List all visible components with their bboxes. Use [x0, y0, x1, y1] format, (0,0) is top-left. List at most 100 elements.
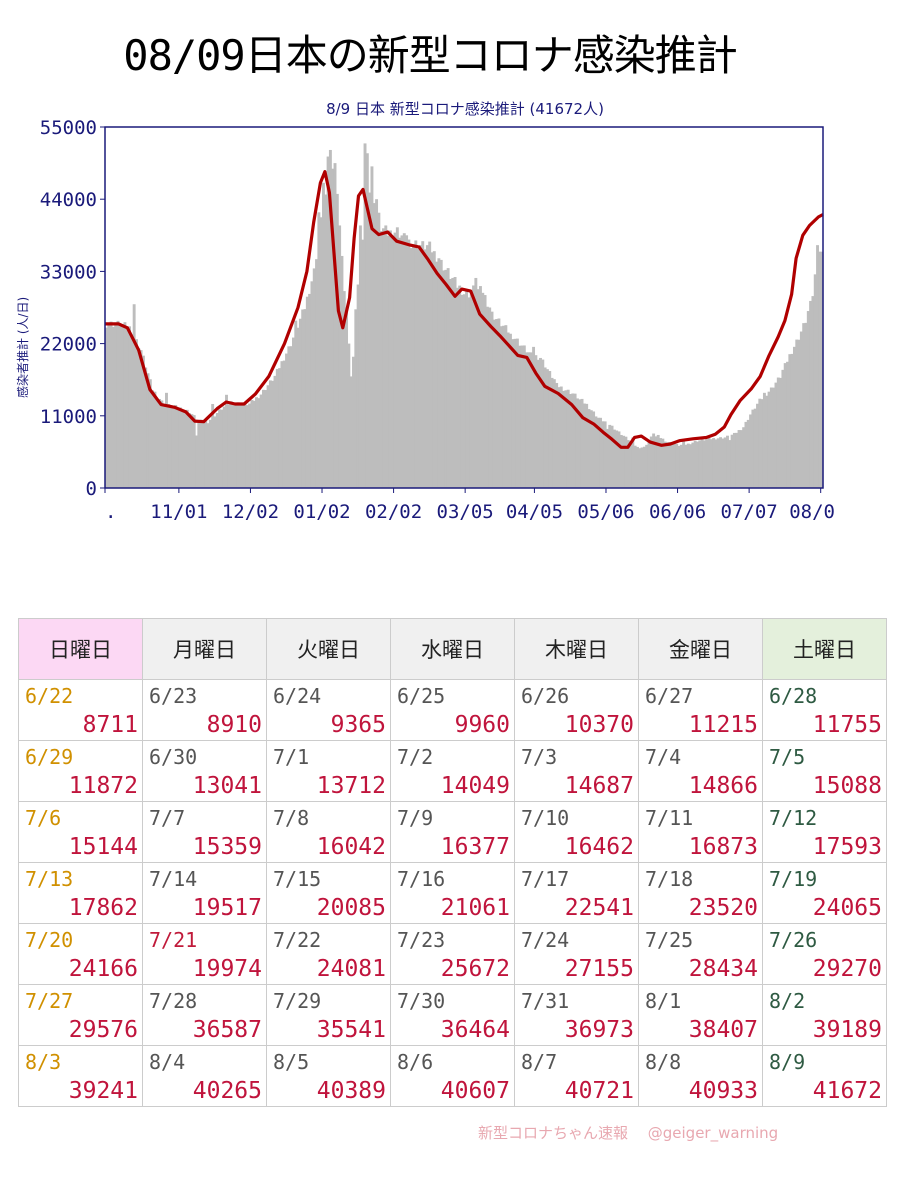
cell-value: 38407: [688, 1017, 758, 1043]
y-tick-label: 0: [86, 478, 97, 500]
weekday-header: 水曜日: [390, 618, 515, 680]
bar: [515, 338, 519, 488]
cell-value: 13712: [316, 773, 386, 799]
bar: [176, 407, 180, 488]
bar: [107, 324, 111, 488]
day-cell: 6/25 9960: [390, 679, 515, 741]
bar: [525, 352, 529, 488]
bar: [659, 438, 662, 488]
weekly-table: 日曜日 月曜日 火曜日 水曜日 木曜日 金曜日 土曜日 6/22 8711 6/23 8910 6/…: [18, 618, 887, 1107]
bar: [144, 367, 148, 488]
day-cell: 7/4 14866: [638, 740, 763, 802]
cell-date: 7/4: [645, 745, 682, 769]
bar: [252, 400, 256, 488]
plot-frame: [104, 126, 824, 489]
bar: [728, 440, 732, 488]
day-cell: 7/29 35541: [266, 984, 391, 1046]
x-tick-label: 11/01: [150, 501, 207, 523]
bar: [504, 325, 508, 488]
y-axis-label: 感染者推計 (人/日): [15, 297, 30, 398]
bar: [132, 304, 136, 488]
bar: [292, 337, 295, 488]
bar: [753, 408, 757, 488]
chart-title: 8/9 日本 新型コロナ感染推計 (41672人): [326, 100, 604, 118]
bar: [368, 192, 372, 488]
x-tick-label: 01/02: [293, 501, 350, 523]
bar: [811, 296, 815, 488]
cell-value: 13041: [192, 773, 262, 799]
weekday-header: 木曜日: [514, 618, 639, 680]
bar: [550, 377, 554, 488]
bar: [128, 326, 131, 488]
credit-text: 新型コロナちゃん速報 @geiger_warning: [478, 1124, 779, 1142]
bar: [686, 443, 690, 488]
bar: [792, 346, 796, 488]
bar: [340, 255, 344, 488]
bar: [268, 380, 272, 488]
bar: [762, 392, 766, 488]
day-cell: 8/5 40389: [266, 1045, 391, 1107]
bar: [714, 439, 718, 488]
bar: [467, 297, 471, 488]
cell-date: 7/21: [149, 928, 198, 952]
bar: [285, 353, 288, 488]
bar: [582, 403, 586, 488]
bar: [257, 398, 261, 488]
bar: [552, 379, 556, 488]
bar: [479, 286, 482, 488]
cell-value: 14866: [688, 773, 758, 799]
bar: [670, 444, 674, 488]
bar: [689, 444, 693, 488]
bar: [328, 149, 332, 488]
bar: [167, 404, 171, 488]
bar: [610, 425, 614, 488]
bar: [758, 398, 762, 488]
bar: [596, 417, 600, 488]
bar: [444, 269, 448, 488]
bar: [347, 343, 351, 488]
bar: [529, 352, 533, 488]
bar: [195, 435, 198, 488]
bar: [280, 361, 284, 488]
bar: [649, 436, 653, 488]
bar: [162, 406, 166, 488]
cell-date: 7/26: [769, 928, 818, 952]
cell-value: 40389: [316, 1078, 386, 1104]
cell-date: 7/20: [25, 928, 74, 952]
bar: [640, 447, 644, 488]
bar: [716, 438, 720, 488]
day-cell: 7/24 27155: [514, 923, 639, 985]
bar: [472, 285, 475, 488]
bar: [204, 420, 208, 488]
bar: [709, 439, 713, 488]
day-cell: 6/24 9365: [266, 679, 391, 741]
bar: [315, 259, 318, 488]
bar: [707, 437, 711, 488]
cell-value: 40721: [564, 1078, 634, 1104]
cell-date: 7/1: [273, 745, 310, 769]
bar: [386, 235, 390, 488]
bar: [594, 416, 598, 488]
bar: [118, 326, 122, 488]
bar: [227, 404, 231, 488]
bar: [483, 295, 487, 488]
bar: [677, 445, 681, 488]
bar: [442, 270, 445, 488]
trend-line: [105, 169, 824, 449]
bar: [509, 333, 512, 488]
table-row: 7/13 17862 7/14 19517 7/15 20085 7/16 21061 7/17…: [18, 862, 887, 924]
bar: [391, 237, 395, 488]
bar: [379, 231, 383, 488]
bar: [259, 394, 263, 488]
cell-value: 14687: [564, 773, 634, 799]
cell-date: 7/27: [25, 989, 74, 1013]
bar: [428, 241, 432, 488]
bar: [536, 359, 540, 488]
cell-value: 27155: [564, 956, 634, 982]
day-cell: 7/27 29576: [18, 984, 143, 1046]
bar: [652, 433, 656, 488]
bar: [448, 279, 452, 488]
bar: [592, 411, 596, 488]
bar: [654, 436, 658, 488]
x-tick-label: 06/06: [649, 501, 706, 523]
